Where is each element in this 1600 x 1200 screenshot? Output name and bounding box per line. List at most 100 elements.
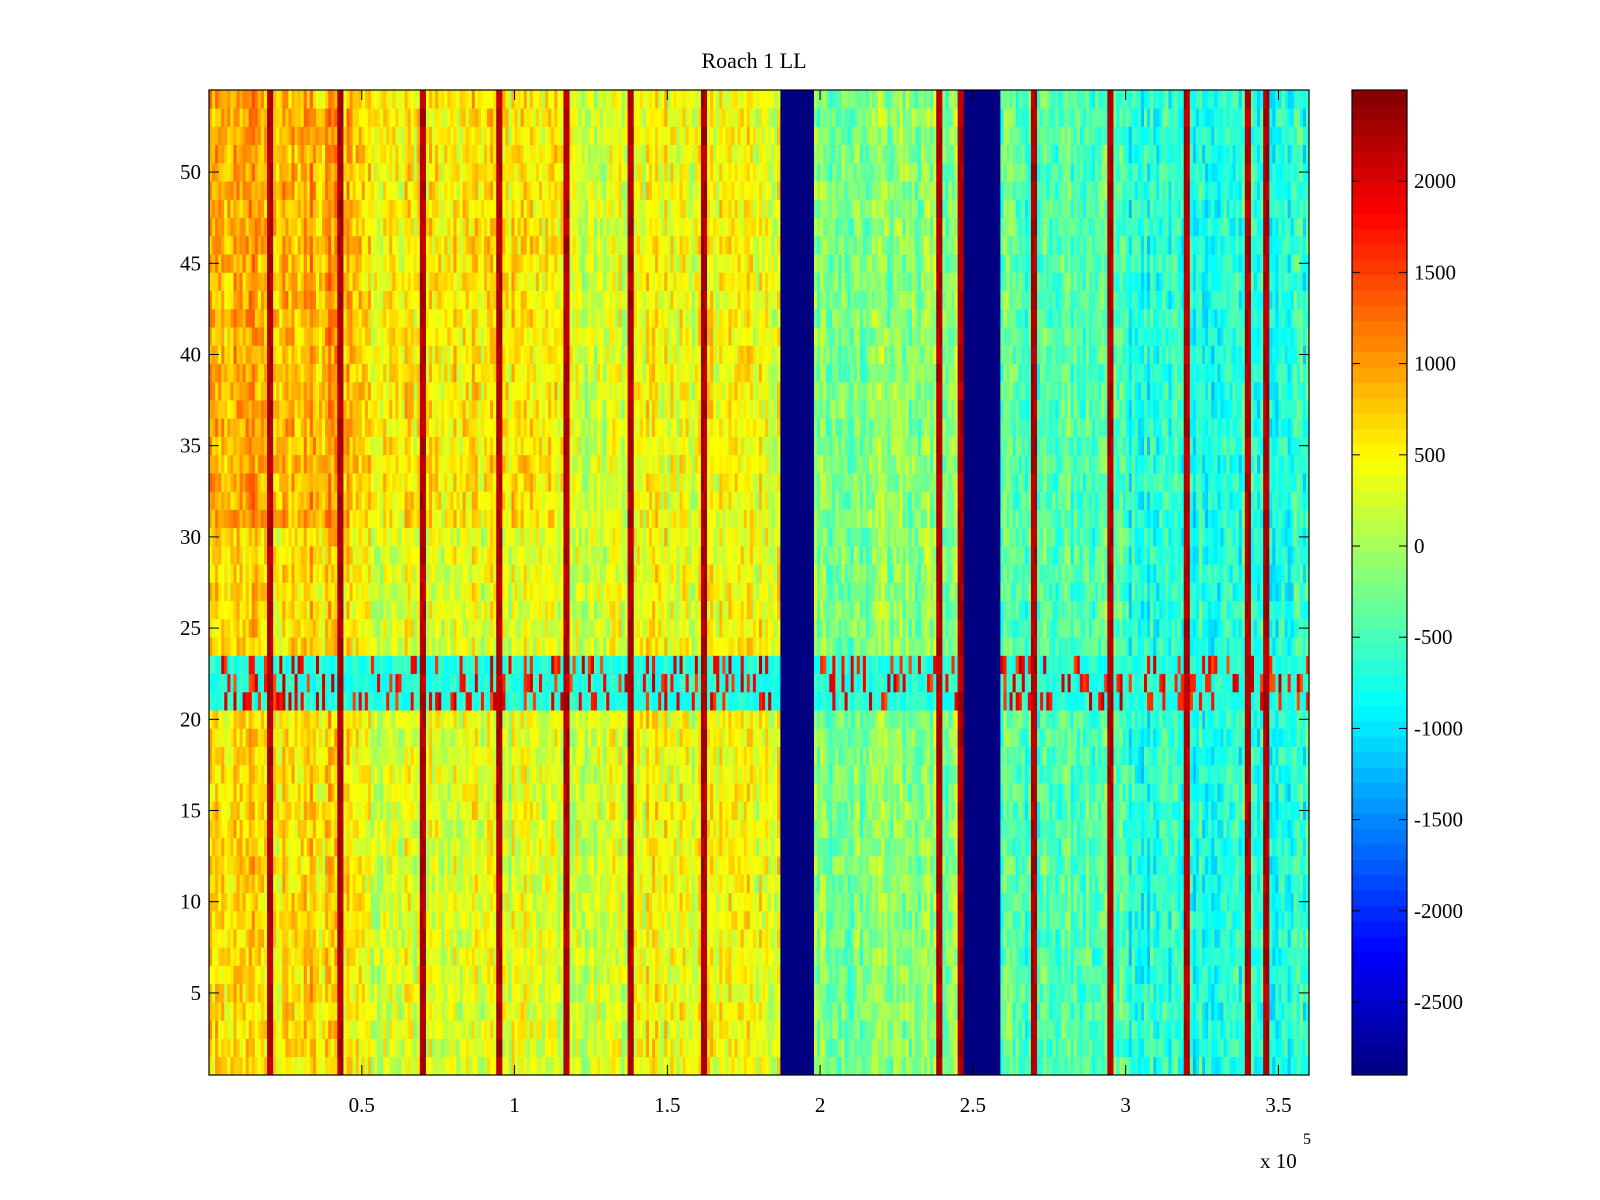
heatmap-cell: [322, 1038, 326, 1058]
heatmap-cell: [380, 327, 384, 346]
heatmap-cell: [355, 126, 360, 146]
heatmap-cell: [260, 126, 265, 146]
heatmap-cell: [343, 746, 347, 766]
heatmap-cell: [398, 345, 402, 364]
heatmap-cell: [477, 527, 482, 547]
heatmap-cell: [401, 327, 405, 346]
heatmap-cell: [456, 983, 460, 1003]
heatmap-cell: [303, 454, 308, 474]
heatmap-cell: [334, 655, 338, 675]
heatmap-cell: [484, 381, 488, 401]
heatmap-cell: [380, 947, 384, 966]
heatmap-cell: [224, 965, 228, 985]
heatmap-cell: [465, 655, 470, 675]
heatmap-cell: [419, 1020, 424, 1039]
heatmap-cell: [471, 929, 476, 948]
heatmap-cell: [361, 1020, 366, 1039]
heatmap-cell: [459, 655, 463, 675]
heatmap-cell: [288, 1056, 292, 1076]
heatmap-cell: [413, 1020, 418, 1039]
heatmap-cell: [465, 564, 470, 583]
heatmap-cell: [224, 327, 228, 346]
heatmap-cell: [429, 418, 433, 437]
heatmap-cell: [319, 546, 323, 565]
heatmap-cell: [450, 454, 454, 474]
heatmap-cell: [404, 655, 408, 675]
heatmap-cell: [367, 618, 372, 638]
heatmap-cell: [279, 1056, 283, 1076]
heatmap-cell: [276, 764, 280, 784]
heatmap-cell: [215, 783, 219, 802]
heatmap-cell: [352, 728, 357, 748]
heatmap-cell: [444, 400, 448, 419]
heatmap-cell: [395, 710, 399, 729]
heatmap-cell: [377, 874, 381, 893]
heatmap-cell: [322, 144, 326, 164]
heatmap-cell: [477, 217, 482, 237]
heatmap-cell: [401, 618, 405, 638]
heatmap-cell: [218, 1056, 222, 1076]
heatmap-cell: [279, 400, 283, 419]
heatmap-cell: [462, 546, 467, 565]
heatmap-cell: [282, 527, 286, 547]
heatmap-cell: [352, 235, 357, 255]
heatmap-cell: [444, 254, 448, 273]
heatmap-cell: [257, 290, 262, 310]
heatmap-cell: [279, 509, 283, 529]
heatmap-cell: [450, 764, 454, 784]
heatmap-cell: [221, 673, 225, 693]
heatmap-cell: [306, 764, 311, 784]
heatmap-cell: [245, 1056, 250, 1076]
heatmap-cell: [398, 947, 402, 966]
heatmap-cell: [404, 582, 408, 602]
heatmap-cell: [413, 217, 418, 237]
heatmap-cell: [242, 162, 247, 182]
heatmap-cell: [358, 400, 363, 419]
heatmap-cell: [306, 345, 311, 364]
heatmap-cell: [236, 290, 240, 310]
heatmap-cell: [276, 837, 280, 857]
heatmap-cell: [221, 618, 225, 638]
heatmap-cell: [300, 162, 305, 182]
heatmap-cell: [300, 308, 305, 328]
heatmap-cell: [361, 235, 366, 255]
heatmap-cell: [392, 710, 396, 729]
heatmap-cell: [447, 655, 451, 675]
heatmap-cell: [209, 473, 213, 492]
heatmap-cell: [358, 783, 363, 802]
heatmap-cell: [355, 1038, 360, 1058]
heatmap-cell: [487, 126, 491, 146]
heatmap-cell: [260, 400, 265, 419]
heatmap-cell: [264, 144, 268, 164]
heatmap-cell: [303, 746, 308, 766]
heatmap-cell: [465, 673, 470, 693]
heatmap-cell: [395, 564, 399, 583]
heatmap-cell: [480, 345, 485, 364]
heatmap-cell: [471, 217, 476, 237]
heatmap-cell: [370, 199, 375, 219]
heatmap-cell: [254, 473, 259, 492]
heatmap-cell: [407, 929, 412, 948]
heatmap-cell: [260, 582, 265, 602]
heatmap-cell: [480, 655, 485, 675]
heatmap-cell: [352, 217, 357, 237]
heatmap-cell: [410, 144, 415, 164]
heatmap-cell: [484, 764, 488, 784]
heatmap-cell: [361, 892, 366, 912]
heatmap-cell: [429, 801, 433, 820]
heatmap-cell: [389, 691, 393, 711]
heatmap-cell: [450, 983, 454, 1003]
heatmap-cell: [242, 965, 247, 985]
heatmap-cell: [212, 418, 216, 437]
heatmap-cell: [218, 327, 222, 346]
heatmap-cell: [300, 1020, 305, 1039]
heatmap-cell: [315, 892, 320, 912]
heatmap-cell: [413, 546, 418, 565]
heatmap-cell: [251, 308, 256, 328]
heatmap-cell: [395, 345, 399, 364]
heatmap-cell: [282, 1020, 286, 1039]
heatmap-cell: [432, 418, 436, 437]
heatmap-cell: [367, 199, 372, 219]
heatmap-cell: [230, 691, 234, 711]
heatmap-cell: [300, 783, 305, 802]
